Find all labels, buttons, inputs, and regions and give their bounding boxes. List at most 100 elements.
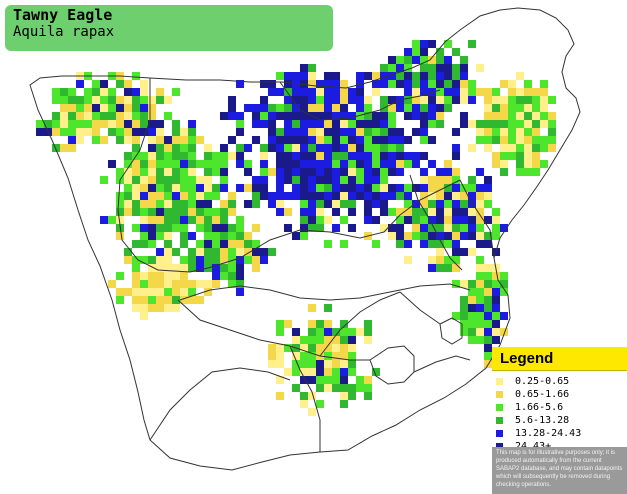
occurrence-cell: [484, 216, 492, 224]
occurrence-cell: [516, 96, 524, 104]
occurrence-cell: [236, 232, 244, 240]
occurrence-cell: [308, 136, 316, 144]
occurrence-cell: [148, 136, 156, 144]
occurrence-cell: [100, 104, 108, 112]
occurrence-cell: [356, 160, 364, 168]
occurrence-cell: [428, 256, 436, 264]
occurrence-cell: [140, 304, 148, 312]
occurrence-cell: [540, 136, 548, 144]
occurrence-cell: [380, 160, 388, 168]
occurrence-cell: [484, 176, 492, 184]
occurrence-cell: [428, 80, 436, 88]
occurrence-cell: [540, 144, 548, 152]
occurrence-cell: [236, 184, 244, 192]
occurrence-cell: [492, 232, 500, 240]
south-africa-province-6: [413, 355, 471, 373]
occurrence-cell: [332, 192, 340, 200]
occurrence-cell: [132, 120, 140, 128]
occurrence-cell: [124, 176, 132, 184]
legend-swatch: [496, 430, 503, 437]
occurrence-cell: [252, 224, 260, 232]
occurrence-cell: [540, 120, 548, 128]
occurrence-cell: [284, 88, 292, 96]
occurrence-cell: [436, 264, 444, 272]
occurrence-cell: [236, 280, 244, 288]
occurrence-cell: [220, 152, 228, 160]
occurrence-cell: [116, 128, 124, 136]
occurrence-cell: [124, 128, 132, 136]
occurrence-cell: [548, 128, 556, 136]
legend-label: 0.65-1.66: [515, 389, 570, 400]
occurrence-cell: [172, 176, 180, 184]
occurrence-cell: [380, 112, 388, 120]
occurrence-cell: [100, 88, 108, 96]
occurrence-cell: [148, 304, 156, 312]
eswatini-border: [439, 317, 463, 345]
occurrence-cell: [516, 120, 524, 128]
occurrence-cell: [436, 232, 444, 240]
occurrence-cell: [132, 288, 140, 296]
occurrence-cell: [428, 72, 436, 80]
occurrence-cell: [332, 152, 340, 160]
occurrence-cell: [76, 112, 84, 120]
species-common-name: Tawny Eagle: [13, 6, 113, 24]
occurrence-cell: [132, 104, 140, 112]
occurrence-cell: [308, 368, 316, 376]
occurrence-cell: [132, 136, 140, 144]
occurrence-cell: [196, 136, 204, 144]
occurrence-cell: [188, 176, 196, 184]
occurrence-cell: [324, 136, 332, 144]
occurrence-cell: [508, 80, 516, 88]
occurrence-cell: [148, 128, 156, 136]
occurrence-cell: [292, 168, 300, 176]
occurrence-cell: [364, 72, 372, 80]
occurrence-cell: [132, 128, 140, 136]
occurrence-cell: [228, 280, 236, 288]
occurrence-cell: [140, 192, 148, 200]
occurrence-cell: [316, 344, 324, 352]
occurrence-cell: [340, 152, 348, 160]
occurrence-cell: [396, 152, 404, 160]
occurrence-cell: [60, 104, 68, 112]
occurrence-cell: [476, 256, 484, 264]
occurrence-cell: [140, 104, 148, 112]
occurrence-cell: [364, 176, 372, 184]
occurrence-cell: [428, 160, 436, 168]
occurrence-cell: [228, 200, 236, 208]
occurrence-cell: [340, 328, 348, 336]
occurrence-cell: [172, 264, 180, 272]
legend-label: 0.25-0.65: [515, 376, 570, 387]
occurrence-cell: [292, 184, 300, 192]
occurrence-cell: [180, 256, 188, 264]
occurrence-cell: [476, 304, 484, 312]
occurrence-cell: [220, 176, 228, 184]
occurrence-cell: [332, 176, 340, 184]
occurrence-cell: [228, 232, 236, 240]
occurrence-cell: [404, 208, 412, 216]
occurrence-cell: [468, 208, 476, 216]
occurrence-cell: [60, 112, 68, 120]
occurrence-cell: [156, 200, 164, 208]
occurrence-cell: [300, 112, 308, 120]
occurrence-cell: [340, 376, 348, 384]
occurrence-cell: [324, 360, 332, 368]
occurrence-cell: [484, 352, 492, 360]
occurrence-cell: [532, 144, 540, 152]
occurrence-cell: [484, 136, 492, 144]
occurrence-cell: [284, 224, 292, 232]
occurrence-cell: [332, 104, 340, 112]
occurrence-cell: [316, 176, 324, 184]
occurrence-cell: [76, 104, 84, 112]
occurrence-cell: [476, 288, 484, 296]
occurrence-cell: [316, 224, 324, 232]
legend-label: 13.28-24.43: [515, 428, 582, 439]
occurrence-cell: [364, 192, 372, 200]
occurrence-cell: [132, 224, 140, 232]
occurrence-cell: [108, 128, 116, 136]
occurrence-cell: [372, 200, 380, 208]
occurrence-cell: [444, 200, 452, 208]
occurrence-cell: [308, 144, 316, 152]
occurrence-cell: [452, 88, 460, 96]
occurrence-cell: [292, 384, 300, 392]
occurrence-cell: [484, 200, 492, 208]
